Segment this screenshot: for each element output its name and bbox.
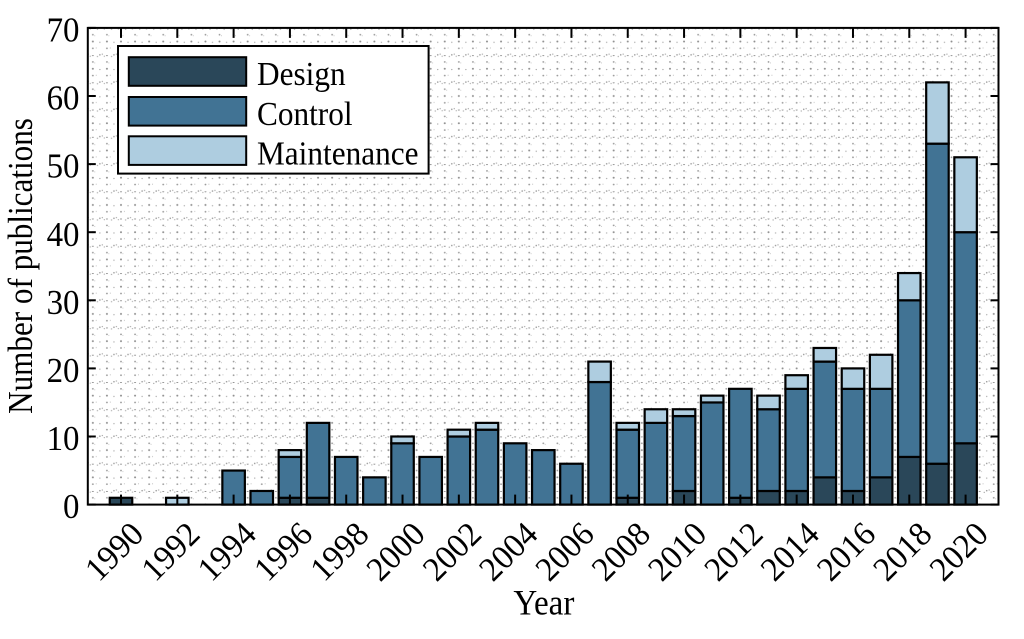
svg-text:2004: 2004 [472, 515, 545, 588]
svg-text:40: 40 [47, 216, 80, 254]
svg-text:70: 70 [47, 12, 80, 50]
svg-text:2016: 2016 [810, 515, 883, 588]
svg-text:1998: 1998 [303, 515, 376, 588]
svg-text:1990: 1990 [78, 515, 151, 588]
svg-text:Maintenance: Maintenance [257, 135, 418, 172]
svg-text:2000: 2000 [359, 515, 432, 588]
svg-text:Design: Design [257, 56, 346, 93]
svg-text:2012: 2012 [697, 515, 770, 588]
svg-text:2008: 2008 [585, 515, 658, 588]
svg-text:1996: 1996 [247, 515, 320, 588]
svg-text:50: 50 [47, 148, 80, 186]
svg-text:2018: 2018 [866, 515, 939, 588]
svg-text:60: 60 [47, 80, 80, 118]
svg-text:2006: 2006 [528, 515, 601, 588]
svg-text:1992: 1992 [134, 515, 207, 588]
svg-text:2020: 2020 [923, 515, 996, 588]
svg-text:1994: 1994 [191, 515, 264, 588]
svg-text:Year: Year [513, 583, 574, 623]
svg-text:20: 20 [47, 352, 80, 390]
svg-text:Control: Control [257, 96, 353, 133]
svg-text:30: 30 [47, 284, 80, 322]
svg-text:2002: 2002 [416, 515, 489, 588]
svg-text:Number of publications: Number of publications [1, 118, 40, 414]
svg-text:10: 10 [47, 420, 80, 458]
svg-text:2010: 2010 [641, 515, 714, 588]
svg-text:2014: 2014 [754, 515, 827, 588]
svg-text:0: 0 [63, 488, 79, 526]
